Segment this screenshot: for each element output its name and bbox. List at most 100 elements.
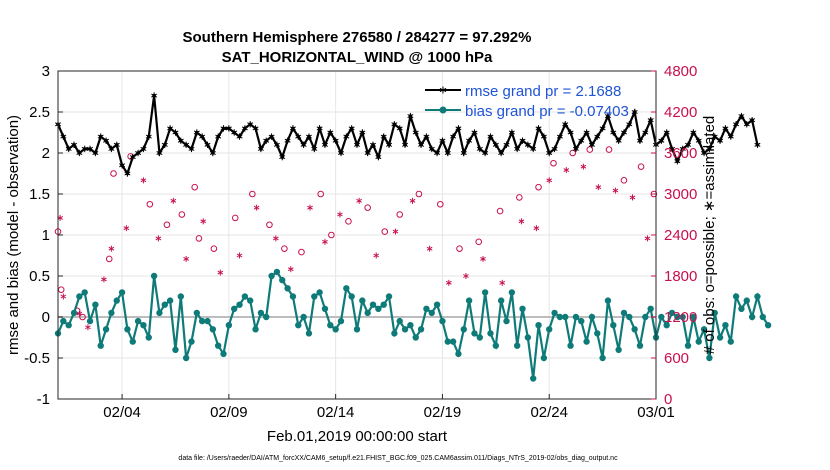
y-right-tick-label: 0: [664, 391, 672, 408]
bias-point: [690, 313, 697, 321]
rmse-point: [124, 170, 131, 177]
bias-point: [572, 313, 580, 321]
obs-assimilated-marker: [217, 269, 224, 276]
bias-point: [684, 342, 692, 349]
rmse-point: [418, 141, 425, 148]
rmse-point: [743, 121, 750, 128]
bias-point: [113, 297, 120, 304]
bias-point: [497, 297, 505, 304]
rmse-point: [428, 145, 435, 153]
rmse-point: [193, 129, 200, 136]
rmse-point: [679, 145, 686, 153]
rmse-point: [119, 162, 126, 169]
obs-possible-marker: [281, 245, 288, 252]
rmse-point: [503, 141, 510, 148]
rmse-point: [626, 121, 633, 128]
bias-point: [81, 289, 88, 296]
rmse-point: [727, 133, 734, 140]
bias-point: [129, 338, 136, 345]
rmse-point: [65, 145, 72, 153]
rmse-point: [220, 125, 227, 132]
legend: rmse grand pr = 2.1688 bias grand pr = -…: [425, 83, 629, 120]
rmse-point: [668, 145, 676, 153]
rmse-point: [236, 133, 243, 140]
bias-point: [738, 305, 745, 312]
obs-possible-marker: [298, 248, 305, 256]
bias-point: [204, 317, 211, 325]
bias-point: [145, 334, 152, 341]
bias-point: [241, 293, 249, 300]
rmse-point: [476, 145, 483, 153]
x-tick-label: 03/01: [637, 404, 675, 421]
x-tick-label: 02/24: [530, 404, 568, 421]
obs-possible-marker: [231, 214, 239, 222]
obs-count-layer: [54, 146, 658, 331]
rmse-point: [167, 125, 174, 132]
rmse-point: [471, 129, 478, 136]
rmse-point: [225, 125, 232, 132]
rmse-point: [402, 141, 409, 148]
rmse-point: [311, 145, 318, 153]
bias-point: [188, 338, 195, 345]
rmse-point: [562, 121, 569, 128]
rmse-point: [108, 145, 115, 153]
bias-point: [284, 285, 291, 292]
rmse-point: [620, 129, 627, 136]
left-axis-ticks: -1 -0.5 0 0.5 1 1.5 2 2.5 3: [24, 63, 63, 408]
bias-point: [748, 313, 756, 321]
rmse-point: [455, 125, 462, 132]
obs-assimilated-marker: [356, 197, 362, 204]
bias-point: [70, 309, 78, 317]
rmse-point: [257, 145, 264, 153]
obs-assimilated-marker: [108, 245, 115, 252]
bias-point: [417, 326, 425, 333]
obs-assimilated-marker: [272, 235, 279, 242]
bias-point: [583, 338, 590, 345]
bias-point: [722, 322, 729, 329]
rmse-point: [113, 141, 120, 148]
bias-point: [412, 334, 419, 341]
rmse-point: [412, 129, 419, 136]
rmse-point: [81, 145, 88, 153]
y-tick-label: 0: [42, 309, 50, 326]
bias-point: [636, 342, 644, 349]
bias-point: [289, 293, 297, 300]
x-tick-label: 02/09: [210, 404, 248, 421]
bias-point: [214, 342, 222, 349]
bias-point: [529, 375, 537, 382]
obs-assimilated-marker: [612, 187, 619, 194]
rmse-point: [386, 141, 393, 148]
bias-point: [257, 309, 265, 317]
rmse-point: [722, 125, 729, 132]
obs-assimilated-marker: [546, 177, 553, 184]
y-tick-label: 1: [42, 227, 50, 244]
rmse-point: [241, 125, 248, 132]
rmse-series-layer: [54, 92, 761, 177]
obs-assimilated-marker: [76, 310, 83, 317]
bias-point: [140, 322, 147, 329]
bias-point: [364, 309, 371, 317]
y-right-tick-label: 1800: [664, 268, 697, 285]
bias-point: [263, 313, 270, 321]
y-tick-label: 1.5: [29, 186, 50, 203]
obs-assimilated-marker: [183, 255, 189, 262]
chart-subtitle: SAT_HORIZONTAL_WIND @ 1000 hPa: [222, 49, 493, 66]
bias-point: [679, 313, 686, 321]
bias-point: [471, 330, 478, 337]
obs-assimilated-marker: [322, 238, 328, 245]
rmse-point: [439, 137, 446, 144]
bias-point: [198, 317, 206, 325]
bias-point: [700, 326, 708, 333]
bias-point: [428, 309, 435, 317]
bias-point: [177, 293, 185, 300]
bias-point: [732, 293, 740, 300]
rmse-point: [343, 133, 350, 140]
bias-point: [401, 326, 409, 333]
rmse-point: [391, 121, 398, 128]
obs-possible-marker: [163, 221, 171, 229]
obs-assimilated-marker: [480, 255, 486, 262]
rmse-point: [450, 133, 457, 140]
rmse-point: [353, 141, 361, 148]
rmse-point: [316, 125, 323, 132]
bias-point: [343, 285, 350, 292]
